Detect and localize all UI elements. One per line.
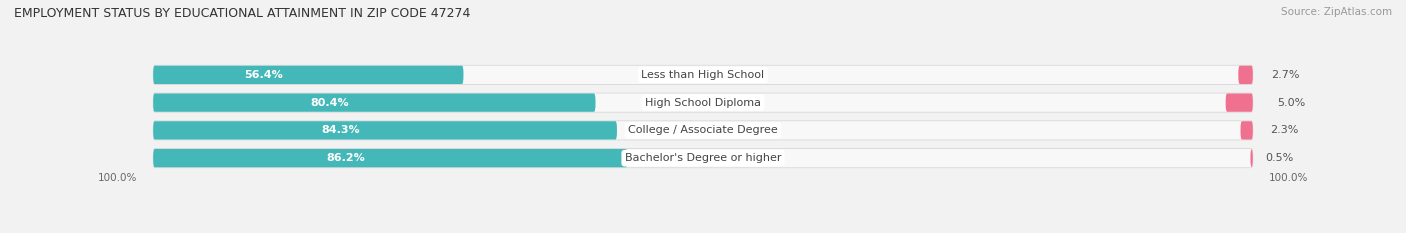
FancyBboxPatch shape: [153, 149, 627, 167]
Text: 2.3%: 2.3%: [1270, 125, 1299, 135]
FancyBboxPatch shape: [153, 66, 464, 84]
FancyBboxPatch shape: [153, 120, 1253, 140]
Text: 0.5%: 0.5%: [1265, 153, 1294, 163]
Text: 5.0%: 5.0%: [1278, 98, 1306, 108]
FancyBboxPatch shape: [1250, 149, 1253, 167]
FancyBboxPatch shape: [153, 148, 1253, 168]
Text: 100.0%: 100.0%: [1268, 173, 1308, 183]
Text: College / Associate Degree: College / Associate Degree: [628, 125, 778, 135]
Text: 100.0%: 100.0%: [98, 173, 138, 183]
Text: 56.4%: 56.4%: [245, 70, 284, 80]
Text: EMPLOYMENT STATUS BY EDUCATIONAL ATTAINMENT IN ZIP CODE 47274: EMPLOYMENT STATUS BY EDUCATIONAL ATTAINM…: [14, 7, 471, 20]
Text: 80.4%: 80.4%: [311, 98, 349, 108]
FancyBboxPatch shape: [1239, 66, 1253, 84]
FancyBboxPatch shape: [1226, 93, 1253, 112]
FancyBboxPatch shape: [153, 121, 617, 140]
FancyBboxPatch shape: [153, 66, 1253, 84]
FancyBboxPatch shape: [1240, 121, 1253, 140]
FancyBboxPatch shape: [153, 65, 1253, 85]
Text: Bachelor's Degree or higher: Bachelor's Degree or higher: [624, 153, 782, 163]
Text: Less than High School: Less than High School: [641, 70, 765, 80]
Text: High School Diploma: High School Diploma: [645, 98, 761, 108]
Text: Source: ZipAtlas.com: Source: ZipAtlas.com: [1281, 7, 1392, 17]
FancyBboxPatch shape: [153, 93, 1253, 112]
FancyBboxPatch shape: [153, 93, 1253, 113]
Text: 84.3%: 84.3%: [322, 125, 360, 135]
FancyBboxPatch shape: [153, 93, 596, 112]
FancyBboxPatch shape: [153, 149, 1253, 167]
Text: 2.7%: 2.7%: [1271, 70, 1299, 80]
Text: 86.2%: 86.2%: [326, 153, 366, 163]
Legend: In Labor Force, Unemployed: In Labor Force, Unemployed: [605, 229, 801, 233]
FancyBboxPatch shape: [153, 121, 1253, 140]
